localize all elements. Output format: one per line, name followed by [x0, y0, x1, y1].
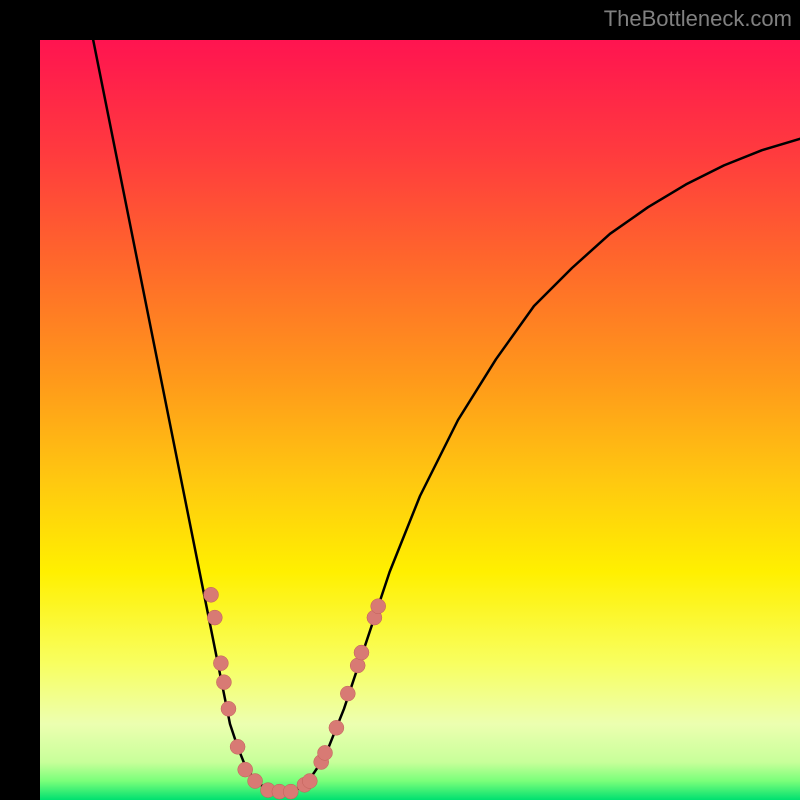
data-marker [248, 774, 263, 789]
watermark: TheBottleneck.com [604, 6, 792, 32]
data-marker [207, 610, 222, 625]
data-marker [230, 739, 245, 754]
data-marker [354, 645, 369, 660]
data-marker [204, 587, 219, 602]
data-marker [340, 686, 355, 701]
data-marker [283, 784, 298, 799]
data-marker [371, 599, 386, 614]
data-marker [302, 774, 317, 789]
chart-svg [0, 0, 800, 800]
data-marker [213, 656, 228, 671]
data-marker [221, 701, 236, 716]
data-marker [329, 720, 344, 735]
watermark-text: TheBottleneck.com [604, 6, 792, 31]
data-marker [216, 675, 231, 690]
chart-background [40, 40, 800, 800]
data-marker [350, 658, 365, 673]
data-marker [318, 745, 333, 760]
